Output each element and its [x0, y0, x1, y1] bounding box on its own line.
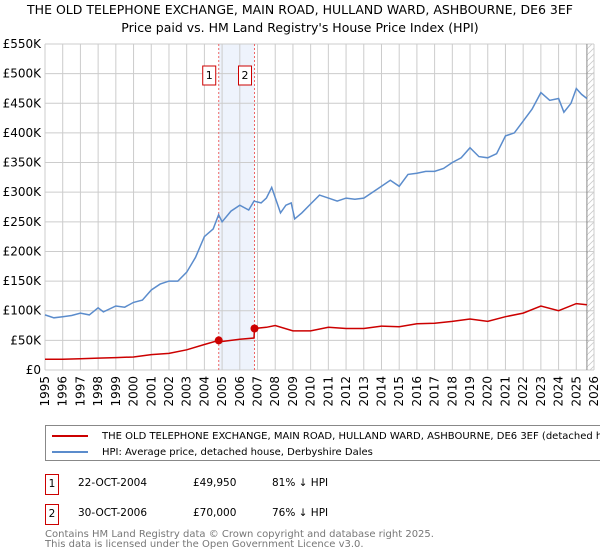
x-tick-label: 1998	[91, 376, 105, 407]
x-tick-label: 2001	[144, 376, 158, 407]
sale-marker-label: 2	[242, 69, 249, 82]
x-tick-label: 1996	[56, 376, 70, 407]
x-tick-label: 2006	[233, 376, 247, 407]
x-tick-label: 2011	[321, 376, 335, 407]
x-tick-label: 2015	[392, 376, 406, 407]
sale-date: 30-OCT-2006	[78, 507, 147, 519]
legend-label: HPI: Average price, detached house, Derb…	[102, 446, 373, 458]
x-tick-label: 2018	[445, 376, 459, 407]
x-tick-label: 1999	[109, 376, 123, 407]
legend-label: THE OLD TELEPHONE EXCHANGE, MAIN ROAD, H…	[102, 430, 600, 442]
x-tick-label: 2021	[498, 376, 512, 407]
chart-title: THE OLD TELEPHONE EXCHANGE, MAIN ROAD, H…	[27, 2, 573, 17]
sale-hpi-diff: 76% ↓ HPI	[272, 507, 329, 519]
y-tick-label: £150K	[3, 274, 43, 288]
sale-marker-badge: 1	[45, 474, 59, 495]
y-tick-label: £300K	[3, 185, 43, 199]
price-paid-line	[45, 302, 587, 361]
hpi-line	[44, 87, 588, 319]
blue-line-swatch	[52, 451, 88, 453]
x-tick-label: 2002	[162, 376, 176, 407]
chart-subtitle: Price paid vs. HM Land Registry's House …	[121, 20, 479, 35]
legend: THE OLD TELEPHONE EXCHANGE, MAIN ROAD, H…	[45, 425, 600, 461]
x-tick-label: 2003	[180, 376, 194, 407]
y-tick-label: £550K	[3, 37, 43, 51]
x-tick-label: 2023	[534, 376, 548, 407]
sale-hpi-diff: 81% ↓ HPI	[272, 477, 329, 489]
y-tick-label: £0	[26, 363, 41, 377]
y-tick-label: £350K	[3, 156, 43, 170]
x-tick-label: 2012	[339, 376, 353, 407]
sale-point	[214, 336, 223, 345]
footer: Contains HM Land Registry data © Crown c…	[45, 530, 434, 550]
y-tick-label: £500K	[3, 67, 43, 81]
x-tick-label: 2013	[357, 376, 371, 407]
copyright-line: Contains HM Land Registry data © Crown c…	[45, 529, 434, 540]
y-tick-label: £450K	[3, 96, 43, 110]
sale-marker-label: 1	[206, 69, 213, 82]
x-tick-label: 2026	[587, 376, 600, 407]
legend-item-hpi: HPI: Average price, detached house, Derb…	[46, 444, 373, 460]
y-tick-label: £200K	[3, 244, 43, 258]
x-tick-label: 2024	[552, 376, 566, 407]
x-tick-label: 2017	[428, 376, 442, 407]
legend-item-price-paid: THE OLD TELEPHONE EXCHANGE, MAIN ROAD, H…	[46, 428, 600, 444]
x-tick-label: 2016	[410, 376, 424, 407]
y-tick-label: £250K	[3, 215, 43, 229]
y-tick-label: £400K	[3, 126, 43, 140]
red-line-swatch	[52, 435, 88, 437]
x-tick-label: 2004	[197, 376, 211, 407]
x-tick-label: 2025	[569, 376, 583, 407]
y-tick-label: £100K	[3, 304, 43, 318]
forecast-hatch	[586, 44, 594, 370]
y-tick-label: £50K	[10, 333, 42, 347]
x-tick-label: 2005	[215, 376, 229, 407]
price-chart: £0 £50K £100K £150K £200K £250K £300K £350K £400…	[3, 37, 600, 407]
x-tick-label: 2009	[286, 376, 300, 407]
x-tick-label: 2022	[516, 376, 530, 407]
x-tick-label: 1997	[73, 376, 87, 407]
sale-marker-box	[202, 65, 217, 86]
x-tick-label: 2019	[463, 376, 477, 407]
x-tick-label: 2010	[304, 376, 318, 407]
x-tick-label: 1995	[38, 376, 52, 407]
x-tick-label: 2000	[127, 376, 141, 407]
sale-point	[250, 324, 259, 333]
x-tick-label: 2020	[481, 376, 495, 407]
sale-marker-box	[238, 65, 253, 86]
sale-price: £49,950	[193, 477, 237, 489]
sale-marker-badge: 2	[45, 504, 59, 525]
x-tick-label: 2008	[268, 376, 282, 407]
sale-price: £70,000	[193, 507, 237, 519]
x-tick-label: 2014	[374, 376, 388, 407]
x-tick-label: 2007	[251, 376, 265, 407]
licence-line: This data is licensed under the Open Gov…	[45, 539, 364, 550]
sale-date: 22-OCT-2004	[78, 477, 147, 489]
